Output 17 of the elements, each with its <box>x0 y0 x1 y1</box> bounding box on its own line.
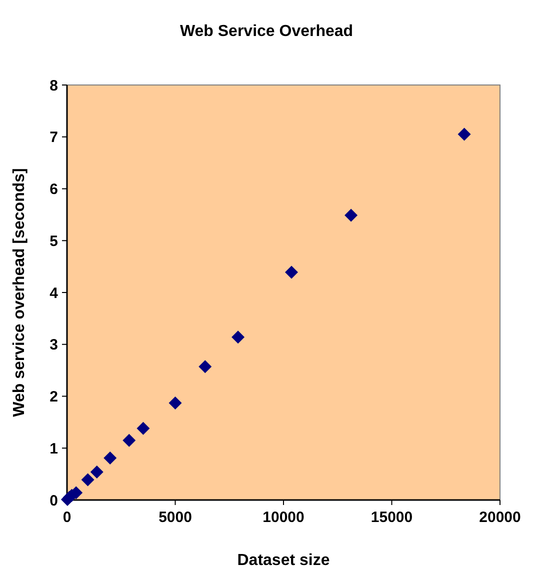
y-tick-label: 0 <box>50 492 58 510</box>
y-tick-label: 5 <box>50 232 58 250</box>
x-axis-title: Dataset size <box>237 552 330 569</box>
y-tick-label: 6 <box>50 181 58 198</box>
y-tick-label: 4 <box>50 284 59 302</box>
y-tick-label: 7 <box>50 129 58 146</box>
x-tick-label: 0 <box>62 509 72 526</box>
y-axis-title: Web service overhead [seconds] <box>11 168 28 417</box>
y-tick-label: 2 <box>50 388 58 406</box>
x-tick-label: 15000 <box>370 509 413 526</box>
x-tick-label: 5000 <box>158 509 192 526</box>
chart-title: Web Service Overhead <box>180 23 354 40</box>
y-tick-label: 3 <box>50 336 58 354</box>
y-tick-label: 1 <box>50 440 58 458</box>
x-tick-label: 20000 <box>479 509 521 526</box>
y-tick-label: 8 <box>50 77 58 94</box>
x-tick-label: 10000 <box>262 509 304 526</box>
